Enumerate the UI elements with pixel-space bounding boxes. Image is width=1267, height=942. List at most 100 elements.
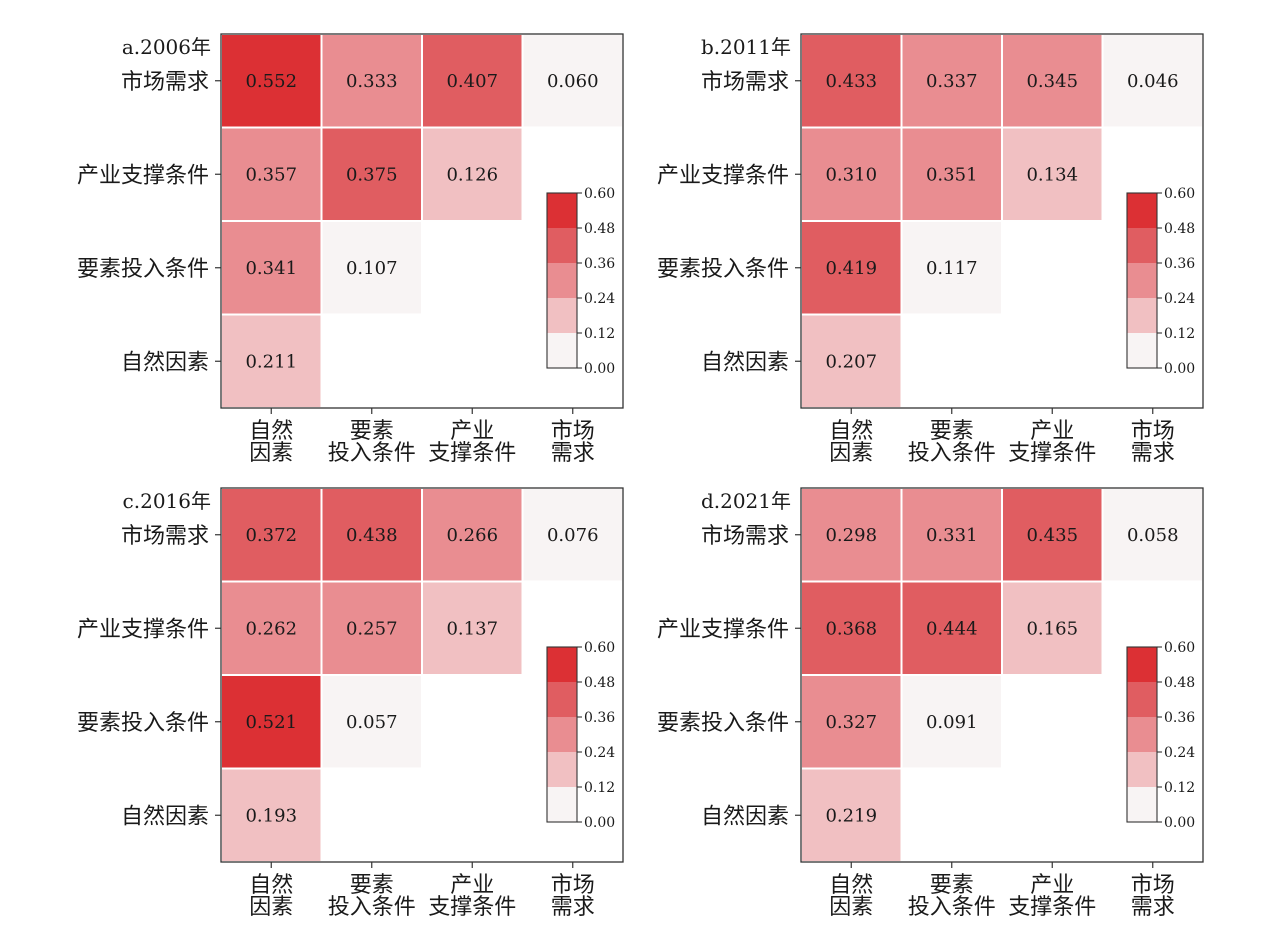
heatmap-cell bbox=[800, 220, 903, 316]
cell-value-label: 0.331 bbox=[926, 525, 978, 546]
colorbar-tick-label: 0.60 bbox=[584, 640, 615, 656]
cell-value-label: 0.193 bbox=[245, 805, 297, 826]
heatmap-cell bbox=[421, 126, 524, 222]
x-tick-label: 需求 bbox=[551, 441, 595, 466]
x-tick-label: 需求 bbox=[551, 895, 595, 920]
x-tick-label: 产业 bbox=[450, 873, 494, 898]
y-tick-label: 市场需求 bbox=[121, 70, 209, 95]
colorbar-segment bbox=[1127, 263, 1157, 298]
colorbar-tick-label: 0.00 bbox=[1164, 361, 1195, 377]
colorbar-tick-label: 0.24 bbox=[584, 745, 615, 761]
cell-value-label: 0.433 bbox=[825, 71, 877, 92]
heatmap-cell bbox=[900, 674, 1003, 770]
x-tick-label: 因素 bbox=[829, 441, 873, 466]
colorbar-segment bbox=[547, 228, 577, 263]
cell-value-label: 0.298 bbox=[825, 525, 877, 546]
x-tick-label: 要素 bbox=[930, 873, 974, 898]
cell-value-label: 0.165 bbox=[1026, 618, 1078, 639]
x-tick-label: 产业 bbox=[1030, 873, 1074, 898]
x-tick-label: 自然 bbox=[249, 419, 293, 444]
heatmap-panel-4: 0.298 0.331 0.435 0.058 0.368 0.444 0.165 0.327… bbox=[657, 487, 1204, 920]
cell-value-label: 0.262 bbox=[245, 618, 297, 639]
colorbar-tick-label: 0.48 bbox=[1164, 675, 1195, 691]
plot-frame bbox=[220, 33, 624, 409]
colorbar-segment bbox=[547, 298, 577, 333]
heatmap-cell bbox=[800, 33, 903, 129]
panel-title: a.2006年 bbox=[122, 35, 211, 59]
colorbar-segment bbox=[547, 682, 577, 717]
x-tick-label: 自然 bbox=[829, 419, 873, 444]
colorbar-segment bbox=[547, 193, 577, 228]
colorbar-frame bbox=[546, 192, 578, 369]
cell-value-label: 0.057 bbox=[346, 712, 398, 733]
cell-value-label: 0.327 bbox=[825, 712, 877, 733]
colorbar-tick-label: 0.36 bbox=[1164, 256, 1195, 272]
x-tick-label: 市场 bbox=[1131, 419, 1175, 444]
colorbar-segment bbox=[547, 333, 577, 368]
heatmap-cell bbox=[320, 33, 423, 129]
y-tick-label: 自然因素 bbox=[701, 804, 789, 829]
colorbar-tick-label: 0.24 bbox=[584, 291, 615, 307]
heatmap-cell bbox=[220, 33, 323, 129]
colorbar-segment bbox=[1127, 193, 1157, 228]
y-tick-label: 自然因素 bbox=[701, 350, 789, 375]
cell-value-label: 0.333 bbox=[346, 71, 398, 92]
x-tick-label: 自然 bbox=[829, 873, 873, 898]
cell-value-label: 0.091 bbox=[926, 712, 978, 733]
x-tick-label: 因素 bbox=[249, 895, 293, 920]
cell-value-label: 0.266 bbox=[446, 525, 498, 546]
cell-value-label: 0.372 bbox=[245, 525, 297, 546]
colorbar-segment bbox=[1127, 647, 1157, 682]
x-tick-label: 投入条件 bbox=[908, 441, 996, 466]
cell-value-label: 0.407 bbox=[446, 71, 498, 92]
cell-value-label: 0.438 bbox=[346, 525, 398, 546]
y-tick-label: 市场需求 bbox=[701, 524, 789, 549]
colorbar-segment bbox=[547, 717, 577, 752]
cell-value-label: 0.134 bbox=[1026, 164, 1078, 185]
colorbar-tick-label: 0.24 bbox=[1164, 745, 1195, 761]
plot-frame bbox=[220, 487, 624, 863]
y-tick-label: 产业支撑条件 bbox=[657, 163, 789, 188]
colorbar-tick-label: 0.60 bbox=[584, 186, 615, 202]
heatmap-panel-3: 0.372 0.438 0.266 0.076 0.262 0.257 0.137 0.521… bbox=[77, 487, 624, 920]
heatmap-cell bbox=[320, 674, 423, 770]
colorbar-segment bbox=[1127, 333, 1157, 368]
cell-value-label: 0.337 bbox=[926, 71, 978, 92]
x-tick-label: 投入条件 bbox=[328, 441, 416, 466]
heatmap-cell bbox=[220, 313, 323, 409]
cell-value-label: 0.375 bbox=[346, 164, 398, 185]
x-tick-label: 要素 bbox=[350, 419, 394, 444]
colorbar-tick-label: 0.48 bbox=[1164, 221, 1195, 237]
x-tick-label: 自然 bbox=[249, 873, 293, 898]
x-tick-label: 产业 bbox=[450, 419, 494, 444]
cell-value-label: 0.521 bbox=[245, 712, 297, 733]
cell-value-label: 0.076 bbox=[547, 525, 599, 546]
y-tick-label: 产业支撑条件 bbox=[657, 617, 789, 642]
cell-value-label: 0.552 bbox=[245, 71, 297, 92]
colorbar-segment bbox=[547, 263, 577, 298]
x-tick-label: 支撑条件 bbox=[1008, 441, 1096, 466]
colorbar-tick-label: 0.48 bbox=[584, 675, 615, 691]
cell-value-label: 0.107 bbox=[346, 258, 398, 279]
cell-value-label: 0.058 bbox=[1127, 525, 1179, 546]
cell-value-label: 0.137 bbox=[446, 618, 498, 639]
heatmap-cell bbox=[900, 580, 1003, 676]
colorbar-tick-label: 0.36 bbox=[1164, 710, 1195, 726]
cell-value-label: 0.368 bbox=[825, 618, 877, 639]
colorbar-segment bbox=[1127, 228, 1157, 263]
x-tick-label: 支撑条件 bbox=[428, 895, 516, 920]
y-tick-label: 市场需求 bbox=[701, 70, 789, 95]
colorbar-tick-label: 0.48 bbox=[584, 221, 615, 237]
heatmap-cell bbox=[421, 580, 524, 676]
x-tick-label: 因素 bbox=[829, 895, 873, 920]
x-tick-label: 需求 bbox=[1131, 441, 1175, 466]
heatmap-cell bbox=[900, 220, 1003, 316]
colorbar-tick-label: 0.36 bbox=[584, 710, 615, 726]
colorbar: 0.60 0.48 0.36 0.24 0.12 0.00 bbox=[1126, 640, 1195, 831]
colorbar: 0.60 0.48 0.36 0.24 0.12 0.00 bbox=[1126, 186, 1195, 377]
colorbar-segment bbox=[1127, 298, 1157, 333]
cell-value-label: 0.046 bbox=[1127, 71, 1179, 92]
heatmap-cell bbox=[800, 580, 903, 676]
x-tick-label: 投入条件 bbox=[328, 895, 416, 920]
colorbar: 0.60 0.48 0.36 0.24 0.12 0.00 bbox=[546, 186, 615, 377]
